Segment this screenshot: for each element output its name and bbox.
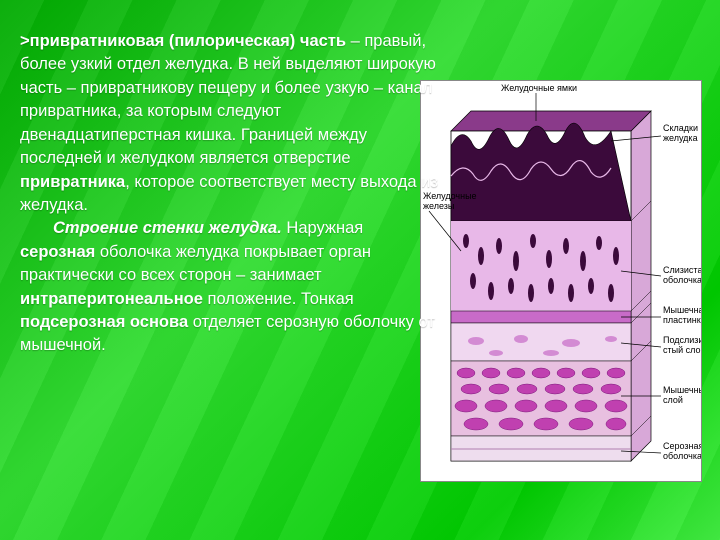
- stomach-wall-diagram: Желудочные ямки Желудочные железы Складк…: [420, 80, 702, 482]
- p2-a: Наружная: [282, 219, 363, 237]
- label-r3: Мышечная пластинка: [663, 305, 701, 325]
- p1-cont: – правый, более узкий отдел желудка. В н…: [20, 32, 436, 167]
- label-r1: Складки желудка: [663, 123, 701, 143]
- p1-bold2: привратника: [20, 173, 125, 191]
- p2-bold1: серозная: [20, 243, 95, 261]
- p2-head: Строение стенки желудка.: [53, 219, 282, 237]
- slide: >привратниковая (пилорическая) часть – п…: [0, 0, 720, 540]
- p2-bold3: подсерозная основа: [20, 313, 188, 331]
- label-r2: Слизистая оболочка: [663, 265, 701, 285]
- p2-bold2: интраперитонеальное: [20, 290, 203, 308]
- body-text: >привратниковая (пилорическая) часть – п…: [0, 0, 446, 540]
- label-r4: Подслизи- стый слой: [663, 335, 701, 355]
- p1-head: >привратниковая (пилорическая) часть: [20, 32, 346, 50]
- label-r6: Серозная оболочка: [663, 441, 701, 461]
- label-top: Желудочные ямки: [501, 83, 577, 93]
- p2-c: положение. Тонкая: [203, 290, 354, 308]
